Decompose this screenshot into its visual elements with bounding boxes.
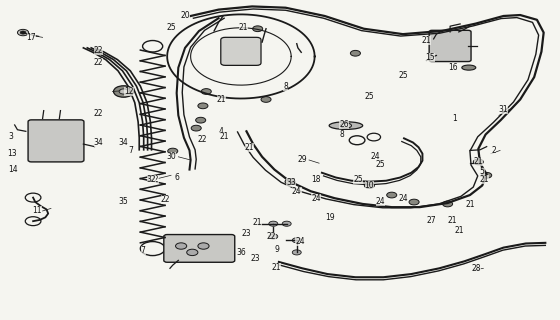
- Text: 21: 21: [447, 216, 457, 225]
- Text: 22: 22: [161, 195, 170, 204]
- FancyBboxPatch shape: [429, 30, 471, 61]
- Circle shape: [282, 221, 291, 226]
- Text: 22: 22: [94, 58, 103, 67]
- Text: 16: 16: [449, 63, 458, 72]
- Circle shape: [201, 89, 211, 94]
- Text: 22: 22: [94, 109, 103, 118]
- Text: 25: 25: [376, 160, 385, 169]
- Text: 24: 24: [292, 188, 302, 196]
- Text: 8: 8: [283, 82, 288, 91]
- Circle shape: [114, 86, 134, 97]
- Text: 3: 3: [8, 132, 13, 140]
- Text: 36: 36: [236, 248, 246, 257]
- Text: 5: 5: [480, 167, 484, 176]
- FancyBboxPatch shape: [28, 120, 84, 162]
- Circle shape: [442, 201, 452, 207]
- Text: 8: 8: [339, 130, 344, 139]
- Text: 21: 21: [422, 36, 431, 45]
- Circle shape: [285, 179, 295, 185]
- Circle shape: [269, 234, 278, 239]
- Circle shape: [409, 199, 419, 205]
- Text: 9: 9: [275, 245, 279, 254]
- Text: 35: 35: [119, 197, 128, 206]
- Text: 14: 14: [8, 165, 18, 174]
- FancyBboxPatch shape: [221, 37, 261, 65]
- Text: 25: 25: [365, 92, 374, 101]
- FancyBboxPatch shape: [164, 235, 235, 262]
- Text: 23: 23: [250, 254, 260, 263]
- Text: 2: 2: [491, 146, 496, 155]
- Text: 4: 4: [219, 127, 224, 136]
- Text: 21: 21: [217, 95, 226, 104]
- Circle shape: [261, 97, 271, 102]
- Circle shape: [191, 125, 201, 131]
- Circle shape: [175, 243, 186, 249]
- Text: 32: 32: [147, 175, 156, 184]
- Text: 15: 15: [425, 53, 435, 62]
- Circle shape: [195, 117, 206, 123]
- Text: 20: 20: [180, 12, 190, 20]
- Circle shape: [365, 183, 375, 188]
- Text: 11: 11: [32, 206, 42, 215]
- Text: 26: 26: [339, 120, 349, 130]
- Text: 31: 31: [498, 105, 508, 114]
- Circle shape: [198, 243, 209, 249]
- Text: 21: 21: [245, 143, 254, 152]
- Text: 25: 25: [353, 175, 363, 184]
- Text: 18: 18: [311, 175, 321, 184]
- Text: 21: 21: [465, 200, 475, 209]
- Text: 21: 21: [239, 23, 249, 32]
- Text: 6: 6: [174, 173, 179, 182]
- Text: 24: 24: [311, 194, 321, 203]
- Text: 17: 17: [27, 33, 36, 42]
- Circle shape: [473, 159, 483, 165]
- Text: 23: 23: [242, 229, 251, 238]
- Circle shape: [351, 50, 361, 56]
- Text: 22: 22: [150, 175, 159, 184]
- Circle shape: [17, 29, 29, 36]
- Text: 25: 25: [398, 71, 408, 80]
- Text: 7: 7: [141, 246, 146, 255]
- Text: 21: 21: [454, 226, 464, 235]
- Text: 22: 22: [197, 135, 207, 144]
- Text: 1: 1: [452, 114, 456, 123]
- Text: 33: 33: [286, 178, 296, 187]
- Text: 28: 28: [472, 264, 482, 273]
- Text: 21: 21: [479, 175, 489, 184]
- Text: 24: 24: [398, 194, 408, 203]
- Circle shape: [269, 221, 278, 226]
- Ellipse shape: [329, 122, 363, 129]
- Text: 13: 13: [7, 149, 17, 158]
- Text: 29: 29: [297, 156, 307, 164]
- Text: 21: 21: [474, 157, 483, 166]
- Text: 27: 27: [426, 216, 436, 225]
- Text: 12: 12: [124, 87, 134, 96]
- Text: 19: 19: [325, 213, 335, 222]
- Circle shape: [167, 148, 178, 154]
- Circle shape: [186, 249, 198, 256]
- Text: 21: 21: [253, 218, 263, 227]
- Circle shape: [198, 103, 208, 109]
- Text: 24: 24: [370, 152, 380, 161]
- Text: 24: 24: [376, 197, 385, 206]
- Circle shape: [292, 250, 301, 255]
- Text: 34: 34: [119, 138, 128, 147]
- Circle shape: [253, 26, 263, 32]
- Circle shape: [482, 172, 492, 178]
- Text: 7: 7: [128, 146, 133, 155]
- Text: 22: 22: [94, 45, 103, 55]
- Text: 34: 34: [94, 138, 104, 147]
- Circle shape: [292, 238, 301, 243]
- Text: 22: 22: [267, 232, 277, 241]
- Text: 21: 21: [220, 132, 229, 140]
- Text: 10: 10: [365, 181, 374, 190]
- Text: 24: 24: [295, 237, 305, 246]
- Text: 21: 21: [272, 263, 281, 272]
- Circle shape: [119, 89, 128, 94]
- Text: 25: 25: [166, 23, 176, 32]
- Circle shape: [20, 31, 26, 34]
- Ellipse shape: [462, 65, 476, 70]
- Circle shape: [387, 192, 396, 198]
- Text: 30: 30: [166, 152, 176, 161]
